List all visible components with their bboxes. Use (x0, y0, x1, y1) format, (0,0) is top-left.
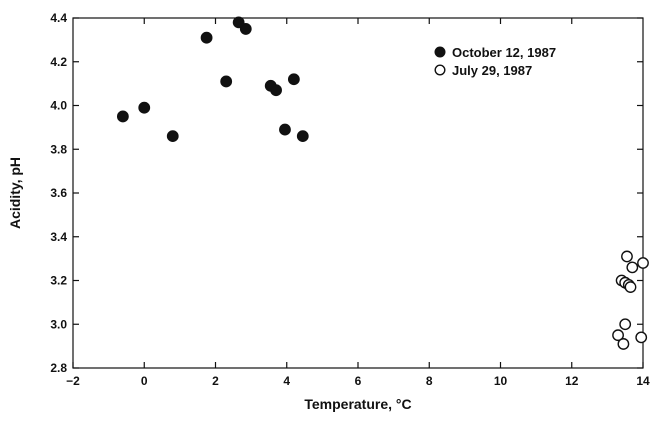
plot-area-frame (72, 17, 644, 369)
october-point (200, 31, 213, 44)
y-tick-label: 3.4 (50, 230, 67, 244)
october-point (220, 75, 233, 88)
october-point (116, 110, 129, 123)
x-tick-label: −2 (66, 374, 80, 388)
october-point (232, 16, 245, 29)
october-point (138, 101, 151, 114)
x-axis-ticks: −2 0 2 4 6 8 10 12 14 (66, 18, 650, 388)
x-tick-label: 6 (355, 374, 362, 388)
october-point (270, 84, 282, 97)
july-point (637, 257, 649, 269)
legend: October 12, 1987 July 29, 1987 (434, 45, 556, 78)
october-point (296, 130, 309, 143)
legend-filled-circle-marker (434, 46, 446, 58)
july-point (617, 338, 630, 350)
y-axis-title: Acidity, pH (7, 157, 23, 229)
july-point (626, 261, 639, 274)
x-tick-label: 2 (212, 374, 219, 388)
y-tick-label: 3.8 (50, 142, 67, 156)
x-tick-label: 14 (636, 374, 650, 388)
y-axis-ticks: 2.8 3.0 3.2 3.4 3.6 3.8 4.0 4.2 4.4 (50, 11, 643, 375)
y-tick-label: 2.8 (50, 361, 67, 375)
x-tick-label: 12 (565, 374, 579, 388)
x-tick-label: 8 (426, 374, 433, 388)
october-point (239, 23, 252, 35)
data-points (116, 16, 649, 350)
july-point (635, 331, 648, 344)
y-tick-label: 4.4 (50, 11, 67, 25)
x-tick-label: 0 (141, 374, 148, 388)
y-tick-label: 3.0 (50, 317, 67, 331)
y-tick-label: 4.2 (50, 55, 67, 69)
july-point (621, 250, 633, 263)
x-tick-label: 4 (283, 374, 290, 388)
y-tick-label: 3.2 (50, 274, 67, 288)
x-axis-title: Temperature, °C (304, 396, 411, 412)
y-tick-label: 3.6 (50, 186, 67, 200)
july-point (624, 281, 637, 293)
october-point (166, 130, 179, 143)
july-point (619, 318, 632, 331)
legend-open-circle-marker (434, 64, 446, 76)
october-point (287, 73, 300, 86)
x-tick-label: 10 (494, 374, 508, 388)
legend-label: October 12, 1987 (452, 45, 556, 60)
october-point (279, 123, 291, 136)
y-tick-label: 4.0 (50, 99, 67, 113)
july-point (612, 329, 624, 342)
legend-label: July 29, 1987 (452, 63, 532, 78)
